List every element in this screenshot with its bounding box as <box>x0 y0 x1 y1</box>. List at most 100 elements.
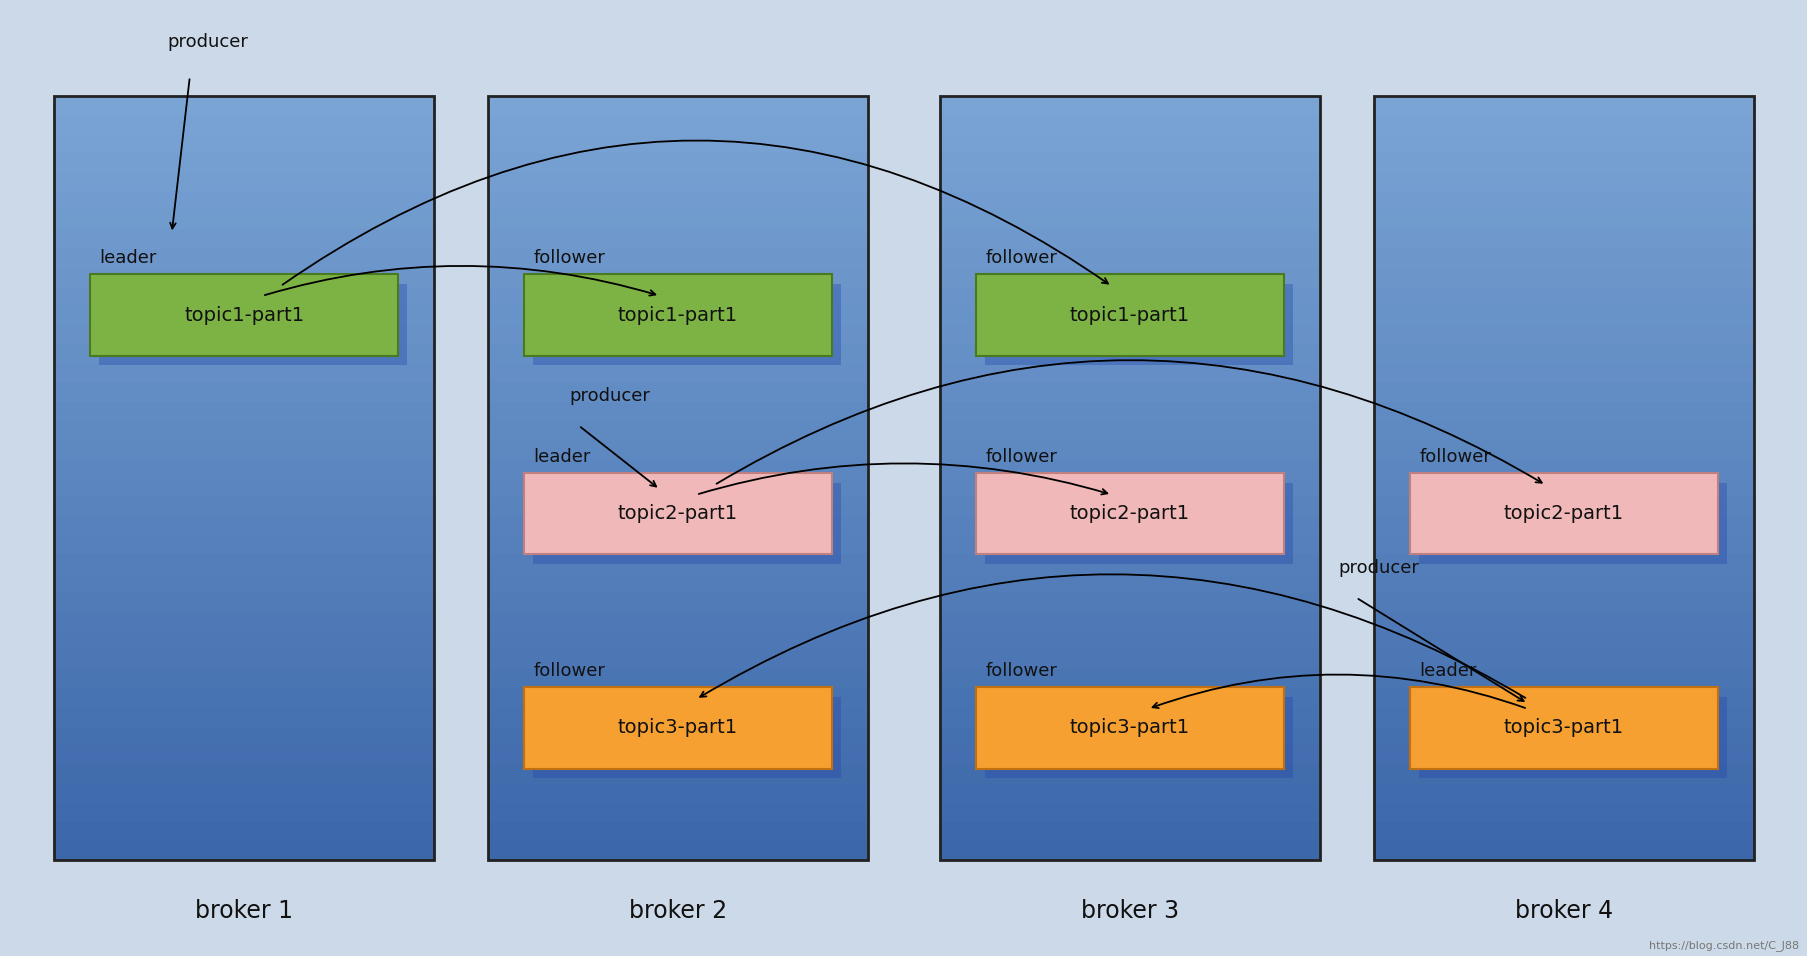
Bar <box>1373 210 1753 229</box>
Text: topic2-part1: topic2-part1 <box>1070 505 1189 523</box>
Bar <box>54 172 434 191</box>
Bar <box>488 249 867 268</box>
Bar <box>940 402 1319 421</box>
Bar <box>1373 96 1753 115</box>
Bar <box>488 688 867 707</box>
Bar <box>54 459 434 478</box>
Bar <box>985 697 1292 778</box>
Bar <box>1373 115 1753 134</box>
Bar <box>1418 697 1726 778</box>
Bar <box>488 115 867 134</box>
Bar <box>54 727 434 746</box>
Text: leader: leader <box>533 447 591 466</box>
Bar <box>54 134 434 153</box>
Bar <box>1373 516 1753 535</box>
Bar <box>54 421 434 440</box>
Text: topic1-part1: topic1-part1 <box>184 306 304 324</box>
Bar <box>54 382 434 402</box>
Bar <box>940 554 1319 574</box>
Bar <box>54 287 434 306</box>
Bar <box>940 669 1319 688</box>
Bar <box>940 287 1319 306</box>
Bar <box>54 402 434 421</box>
Bar <box>54 229 434 249</box>
Bar <box>54 96 434 860</box>
Bar <box>940 249 1319 268</box>
Bar <box>1373 459 1753 478</box>
Bar <box>488 134 867 153</box>
Bar <box>940 172 1319 191</box>
Bar <box>54 210 434 229</box>
Bar <box>488 822 867 841</box>
Bar <box>1373 172 1753 191</box>
Bar <box>54 191 434 210</box>
Bar <box>533 697 840 778</box>
Bar <box>940 382 1319 402</box>
Bar <box>940 306 1319 325</box>
Bar <box>1373 535 1753 554</box>
Bar <box>1373 669 1753 688</box>
Bar <box>1373 612 1753 631</box>
Bar <box>488 402 867 421</box>
Bar <box>488 803 867 822</box>
Bar <box>1373 421 1753 440</box>
Bar <box>1373 96 1753 860</box>
Text: topic3-part1: topic3-part1 <box>1503 719 1623 737</box>
Bar <box>54 803 434 822</box>
Bar <box>1373 287 1753 306</box>
Text: follower: follower <box>985 249 1057 267</box>
Bar <box>1418 483 1726 564</box>
Bar <box>488 306 867 325</box>
Bar <box>488 612 867 631</box>
Bar <box>940 344 1319 363</box>
Text: follower: follower <box>1418 447 1491 466</box>
Bar <box>54 822 434 841</box>
Text: producer: producer <box>168 33 248 52</box>
Bar <box>940 191 1319 210</box>
Text: https://blog.csdn.net/C_J88: https://blog.csdn.net/C_J88 <box>1648 941 1798 951</box>
Bar <box>54 306 434 325</box>
Bar <box>1373 229 1753 249</box>
Bar <box>54 325 434 344</box>
Bar <box>940 115 1319 134</box>
Bar <box>488 96 867 860</box>
Bar <box>940 841 1319 860</box>
Bar <box>940 535 1319 554</box>
Bar <box>488 440 867 459</box>
Bar <box>488 344 867 363</box>
Bar <box>488 459 867 478</box>
Bar <box>1409 473 1717 554</box>
Text: topic3-part1: topic3-part1 <box>1070 719 1189 737</box>
Bar <box>488 516 867 535</box>
Bar <box>54 612 434 631</box>
Bar <box>488 554 867 574</box>
Bar <box>488 421 867 440</box>
Bar <box>1373 344 1753 363</box>
Bar <box>54 554 434 574</box>
Bar <box>1373 440 1753 459</box>
Bar <box>1373 191 1753 210</box>
Bar <box>54 344 434 363</box>
Bar <box>524 473 831 554</box>
Bar <box>940 765 1319 784</box>
Bar <box>533 284 840 365</box>
Text: leader: leader <box>99 249 157 267</box>
Bar <box>1373 593 1753 612</box>
Bar <box>1373 153 1753 172</box>
Bar <box>524 274 831 356</box>
Bar <box>533 483 840 564</box>
Bar <box>940 325 1319 344</box>
Bar <box>1373 134 1753 153</box>
Bar <box>1373 746 1753 765</box>
Bar <box>488 478 867 497</box>
Bar <box>1373 803 1753 822</box>
Bar <box>1373 688 1753 707</box>
Bar <box>940 631 1319 650</box>
Bar <box>54 115 434 134</box>
Bar <box>54 535 434 554</box>
Bar <box>940 96 1319 860</box>
Text: follower: follower <box>533 662 605 680</box>
Bar <box>1373 727 1753 746</box>
Bar <box>54 478 434 497</box>
Text: broker 3: broker 3 <box>1081 899 1178 923</box>
